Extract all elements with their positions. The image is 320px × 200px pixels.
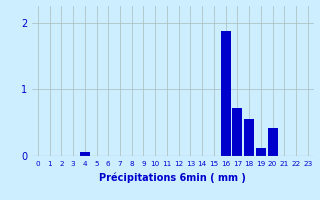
Bar <box>256 148 266 156</box>
Bar <box>80 152 90 156</box>
Bar <box>220 31 231 156</box>
Bar <box>244 119 254 156</box>
X-axis label: Précipitations 6min ( mm ): Précipitations 6min ( mm ) <box>100 172 246 183</box>
Bar <box>268 128 277 156</box>
Bar <box>232 108 242 156</box>
